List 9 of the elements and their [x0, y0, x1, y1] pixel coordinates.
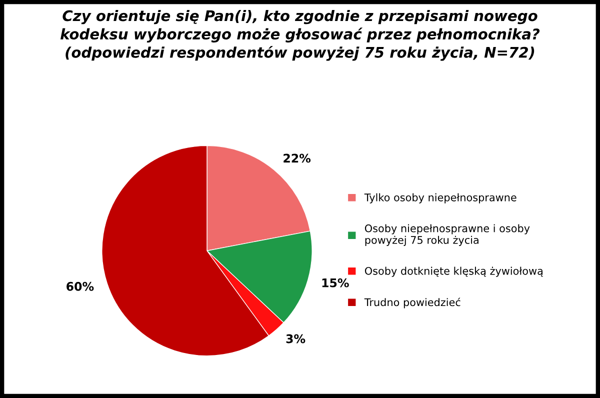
legend-label: Osoby dotknięte klęską żywiołową: [364, 266, 543, 277]
data-label: 60%: [66, 282, 94, 291]
data-label: 15%: [322, 278, 349, 288]
data-label: 22%: [284, 154, 311, 163]
legend-label: Trudno powiedzieć: [364, 298, 460, 308]
legend-label: Tylko osoby niepełnosprawne: [364, 193, 516, 204]
legend-label: Osoby niepełnosprawne i osoby powyżej 75 roku życia: [364, 224, 530, 246]
data-label: 3%: [286, 334, 306, 344]
chart-title: Czy orientuje się Pan(i), kto zgodnie z przepisami nowego kodeksu wyborczego może głosować przez pełnomocnika? (odpowiedzi respondentów powyżej 75 roku życia, N=72): [60, 10, 540, 61]
